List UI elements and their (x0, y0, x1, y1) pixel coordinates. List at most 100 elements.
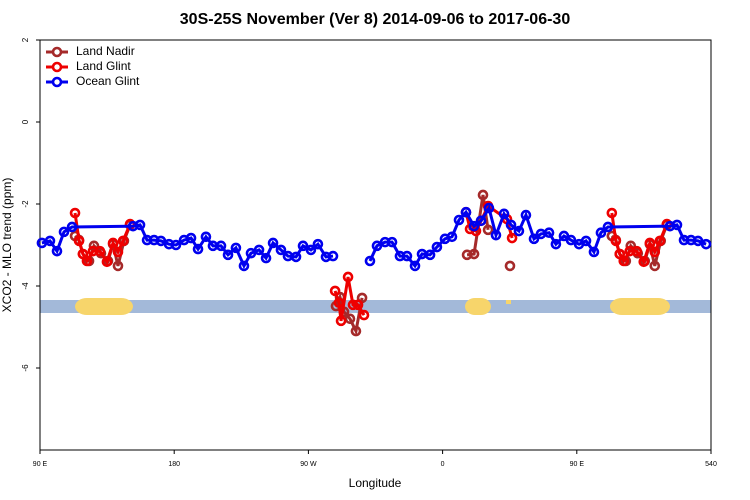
point (513, 225, 525, 237)
point (253, 244, 265, 256)
plot-frame (39, 39, 712, 451)
point (468, 220, 480, 232)
legend-label: Land Nadir (76, 44, 135, 58)
point (446, 231, 458, 243)
point (297, 240, 309, 252)
point (386, 236, 398, 248)
point (550, 238, 562, 250)
x-tick-label: 90 W (300, 461, 317, 468)
point (482, 224, 494, 236)
point (588, 246, 600, 258)
y-tick-label: -2 (21, 200, 30, 208)
land-strip (465, 298, 491, 315)
point (671, 219, 683, 231)
point (528, 233, 540, 245)
land-strip (75, 298, 133, 315)
point (230, 242, 242, 254)
point (520, 209, 532, 221)
point (101, 256, 113, 268)
y-tick-label: 2 (21, 37, 30, 42)
point (606, 207, 618, 219)
point (238, 260, 250, 272)
point (700, 238, 712, 250)
point (51, 245, 63, 257)
point (505, 219, 517, 231)
point (483, 202, 495, 214)
x-tick-label: 180 (168, 461, 180, 468)
point (170, 239, 182, 251)
legend-label: Ocean Glint (76, 74, 140, 88)
y-tick-label: -6 (21, 364, 30, 372)
point (81, 255, 93, 267)
x-tick-label: 540 (705, 461, 717, 468)
point (602, 221, 614, 233)
chart-title: 30S-25S November (Ver 8) 2014-09-06 to 2… (180, 11, 571, 28)
point (506, 232, 518, 244)
point (431, 241, 443, 253)
point (470, 225, 482, 237)
point (290, 251, 302, 263)
point (200, 231, 212, 243)
x-tick-label: 90 E (33, 461, 48, 468)
point (44, 235, 56, 247)
y-axis-label: XCO2 - MLO trend (ppm) (0, 178, 14, 313)
y-tick-label: 0 (21, 119, 30, 124)
point (350, 325, 362, 337)
point (134, 219, 146, 231)
point (347, 299, 359, 311)
point (192, 243, 204, 255)
point (112, 260, 124, 272)
point (371, 240, 383, 252)
y-tick-label: -4 (21, 282, 30, 290)
legend-swatch-point (51, 46, 63, 58)
series-line (41, 204, 707, 270)
legend-swatch-point (51, 61, 63, 73)
point (618, 255, 630, 267)
point (112, 246, 124, 258)
point (595, 227, 607, 238)
point (424, 249, 436, 261)
ocean-strip (40, 300, 711, 313)
point (342, 271, 354, 283)
point (69, 207, 81, 219)
series-line (73, 203, 669, 322)
point (312, 238, 324, 250)
point (654, 235, 666, 247)
point (364, 255, 376, 267)
point (649, 246, 661, 258)
legend-label: Land Glint (76, 59, 131, 73)
point (215, 240, 227, 252)
point (275, 244, 287, 256)
point (327, 250, 339, 262)
point (409, 260, 421, 272)
surface-strip (40, 298, 711, 315)
point (475, 215, 487, 227)
point (610, 235, 622, 247)
land-strip (506, 300, 511, 304)
point (73, 235, 85, 247)
point (649, 260, 661, 272)
point (107, 237, 119, 249)
legend-swatch-point (51, 76, 63, 88)
point (333, 297, 345, 309)
point (543, 227, 555, 238)
point (352, 299, 364, 311)
x-tick-label: 0 (441, 461, 445, 468)
point (267, 237, 279, 249)
point (260, 252, 272, 264)
point (565, 234, 577, 246)
point (490, 229, 502, 241)
point (222, 249, 234, 261)
point (305, 244, 317, 256)
land-strip (610, 298, 670, 315)
point (504, 260, 516, 272)
point (358, 309, 370, 321)
point (66, 221, 78, 233)
point (117, 235, 129, 247)
point (335, 315, 347, 327)
point (580, 235, 592, 247)
point (638, 256, 650, 268)
point (644, 237, 656, 249)
point (453, 214, 465, 226)
